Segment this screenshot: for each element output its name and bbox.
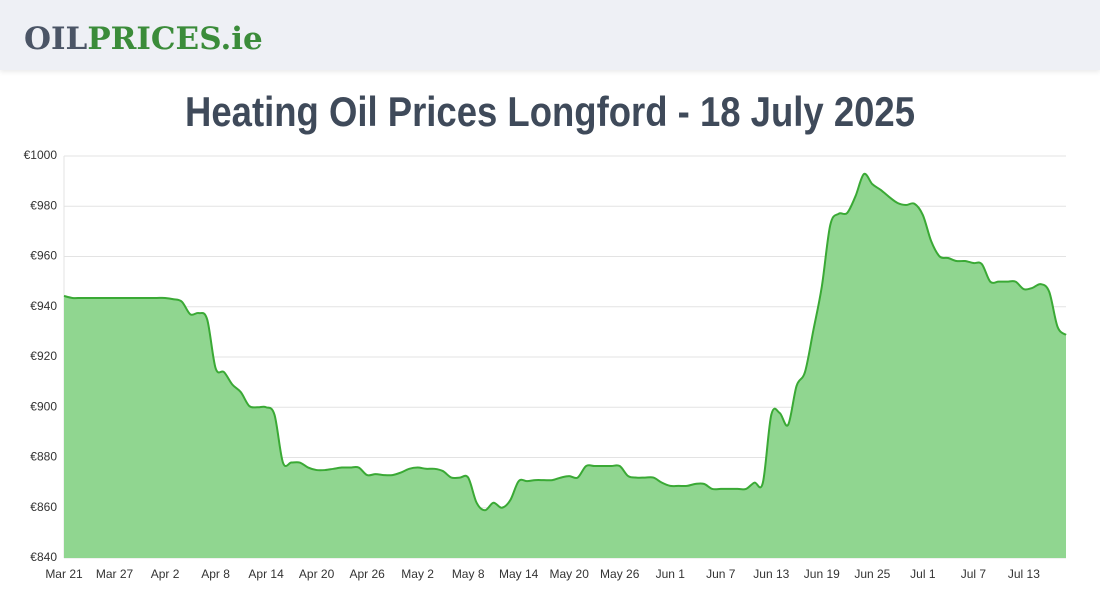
x-tick-label: Mar 21 xyxy=(45,567,83,581)
x-tick-label: Apr 8 xyxy=(201,567,230,581)
x-tick-label: Jun 7 xyxy=(706,567,736,581)
y-tick-label: €880 xyxy=(30,450,57,464)
x-tick-label: Jun 1 xyxy=(656,567,686,581)
y-tick-label: €900 xyxy=(30,399,57,413)
x-tick-label: Jul 13 xyxy=(1008,567,1040,581)
x-tick-label: Apr 26 xyxy=(349,567,385,581)
x-tick-label: May 20 xyxy=(550,567,590,581)
x-tick-label: May 2 xyxy=(401,567,434,581)
header-bar xyxy=(0,0,1100,70)
y-tick-label: €920 xyxy=(30,349,57,363)
logo-prices: PRICES.ie xyxy=(87,21,262,57)
y-tick-label: €840 xyxy=(30,550,57,564)
x-tick-label: Jun 25 xyxy=(854,567,890,581)
x-tick-label: Jul 1 xyxy=(910,567,936,581)
logo-oil: OIL xyxy=(24,21,88,57)
y-tick-label: €940 xyxy=(30,299,57,313)
chart-title: Heating Oil Prices Longford - 18 July 20… xyxy=(185,88,915,135)
x-tick-label: Mar 27 xyxy=(96,567,134,581)
x-tick-label: Jun 13 xyxy=(753,567,789,581)
x-tick-label: May 8 xyxy=(452,567,485,581)
y-tick-label: €860 xyxy=(30,500,57,514)
x-tick-label: Apr 20 xyxy=(299,567,335,581)
x-tick-label: May 26 xyxy=(600,567,640,581)
price-line xyxy=(63,172,1067,512)
x-tick-label: Jun 19 xyxy=(804,567,840,581)
x-tick-label: Apr 2 xyxy=(151,567,180,581)
x-tick-label: Apr 14 xyxy=(248,567,284,581)
y-tick-label: €960 xyxy=(30,249,57,263)
logo[interactable]: OILPRICES.ie xyxy=(24,21,263,57)
x-tick-label: Jul 7 xyxy=(961,567,987,581)
x-tick-label: May 14 xyxy=(499,567,539,581)
area-fill xyxy=(64,173,1066,559)
y-tick-label: €980 xyxy=(30,198,57,212)
y-tick-label: €1000 xyxy=(24,148,58,162)
